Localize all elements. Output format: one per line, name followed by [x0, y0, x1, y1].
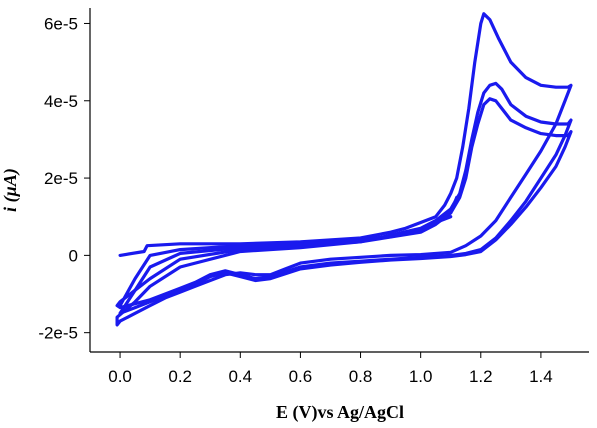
y-tick-label: 2e-5 [44, 169, 78, 188]
cv-cycle-line-2 [115, 81, 573, 310]
y-tick-label: 6e-5 [44, 14, 78, 33]
plot-frame [89, 8, 589, 353]
y-tick-label: -2e-5 [38, 324, 78, 343]
x-tick-label: 1.4 [529, 367, 553, 386]
y-ticks: -2e-5 0 2e-5 4e-5 6e-5 [38, 14, 90, 343]
x-tick-label: 0.2 [168, 367, 192, 386]
y-axis-title: i (µA) [0, 168, 21, 212]
x-tick-label: 1.2 [469, 367, 493, 386]
x-tick-label: 0.4 [228, 367, 252, 386]
y-tick-label: 4e-5 [44, 92, 78, 111]
x-tick-label: 0.8 [349, 367, 373, 386]
series-lines [115, 12, 573, 327]
x-tick-label: 1.0 [409, 367, 433, 386]
cv-cycle-line-1 [115, 12, 573, 327]
x-ticks: 0.0 0.2 0.4 0.6 0.8 1.0 1.2 1.4 [108, 352, 553, 386]
x-tick-label: 0.0 [108, 367, 132, 386]
x-axis-title: E (V)vs Ag/AgCl [276, 402, 404, 423]
y-tick-label: 0 [69, 246, 78, 265]
cv-cycle-line-3 [118, 97, 573, 315]
x-tick-label: 0.6 [289, 367, 313, 386]
